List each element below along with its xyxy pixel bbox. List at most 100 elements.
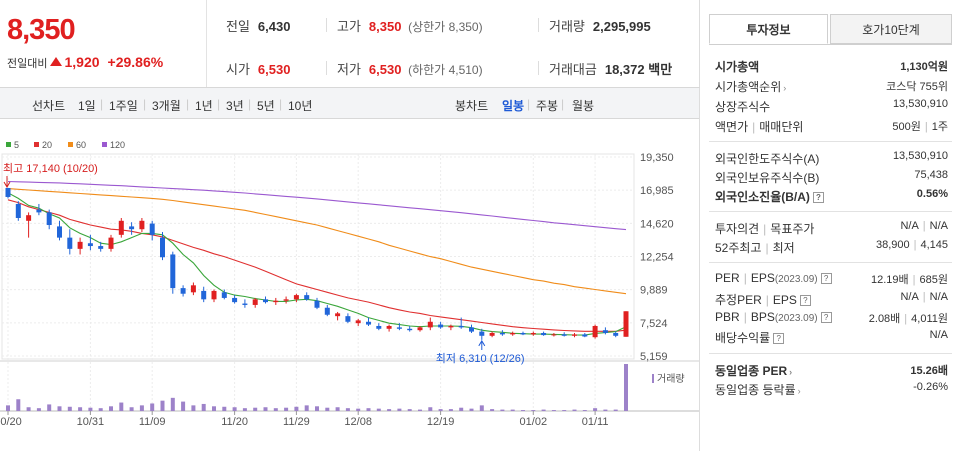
- y-tick-label: 14,620: [640, 218, 674, 230]
- quote-pane: 8,350 전일대비 1,920 +29.86% 전일 6,430 고가 8,350 (…: [0, 0, 700, 451]
- upper-limit-value: 8,350: [448, 20, 479, 34]
- help-icon[interactable]: ?: [820, 273, 832, 284]
- volume-bar: [613, 409, 618, 411]
- volume-bar: [448, 409, 453, 411]
- period-3m[interactable]: 3개월: [152, 99, 181, 113]
- candle-body: [263, 299, 268, 303]
- candles: [5, 187, 629, 340]
- dividend-row: 배당수익률? N/A: [715, 329, 948, 345]
- chart-annotations: 최고 17,140 (10/20) 최저 6,310 (12/26): [3, 162, 525, 365]
- chart-legend: 5 20 60 120: [6, 140, 125, 150]
- opinion-label: 투자의견 | 목표주가: [715, 220, 814, 237]
- upper-limit-label: 상한가: [412, 20, 446, 34]
- ma120-line: [7, 180, 627, 231]
- divider: [538, 61, 539, 75]
- sector-rate-label[interactable]: 동일업종 등락률 ›: [715, 381, 801, 398]
- volume-bar: [500, 409, 505, 411]
- volume-bar: [129, 407, 134, 411]
- volume-bar: [119, 402, 124, 411]
- est-per-label: 추정PER | EPS?: [715, 291, 811, 308]
- volume-bar: [387, 409, 392, 411]
- x-tick-label: 11/29: [283, 416, 310, 428]
- volume-bar: [304, 405, 309, 411]
- target-value: N/A: [929, 220, 948, 232]
- candle-body: [613, 332, 619, 336]
- candle-body: [46, 212, 52, 226]
- candle-body: [242, 303, 248, 305]
- volume-bar: [160, 400, 165, 411]
- volume-legend-swatch: [652, 374, 654, 383]
- amount-unit: 백만: [648, 62, 673, 77]
- period-1w[interactable]: 1주일: [109, 99, 138, 113]
- price-change: 전일대비 1,920 +29.86%: [7, 54, 163, 71]
- period-1d[interactable]: 1일: [78, 99, 96, 113]
- x-tick-label: 12/08: [344, 416, 372, 428]
- candle-body: [190, 285, 196, 293]
- candle-body: [201, 290, 207, 300]
- y-tick-label: 19,350: [640, 152, 674, 164]
- opinion-value: N/A | N/A: [900, 220, 948, 232]
- period-5y[interactable]: 5년: [257, 99, 275, 113]
- divider: |: [743, 271, 747, 285]
- volume-bar: [57, 406, 62, 411]
- per-label: PER: [715, 271, 740, 285]
- legend-swatch-ma5: [6, 142, 11, 147]
- volume-bar: [26, 407, 31, 411]
- period-10y[interactable]: 10년: [288, 99, 313, 113]
- divider: [0, 87, 700, 88]
- candle-body: [232, 297, 238, 303]
- sector-per-label[interactable]: 동일업종 PER ›: [715, 362, 792, 379]
- chevron-right-icon: ›: [797, 386, 801, 396]
- candle-body: [108, 237, 114, 249]
- eps-value: 685원: [919, 274, 948, 286]
- change-label: 전일대비: [7, 58, 48, 70]
- volume-bar: [479, 405, 484, 411]
- legend-label-ma20: 20: [42, 140, 52, 150]
- legend-label-ma5: 5: [14, 140, 19, 150]
- pbr-bps-value: 2.08배 | 4,011원: [869, 310, 948, 326]
- cap-rank-label[interactable]: 시가총액순위 ›: [715, 78, 786, 95]
- volume-bar: [551, 410, 556, 411]
- tab-investment-info[interactable]: 투자정보: [709, 14, 828, 44]
- volume: 거래량 2,295,995: [549, 16, 651, 35]
- stock-chart: 5 20 60 120 최고 17,140 (10/20) 최저 6,310 (12/2…: [0, 140, 699, 428]
- candle-daily[interactable]: 일봉: [502, 99, 525, 113]
- candle-body: [118, 220, 124, 235]
- opinion-row: 투자의견 | 목표주가 N/A | N/A: [715, 220, 948, 236]
- volume-bar: [418, 409, 422, 411]
- foreign-ratio-label-text: 외국인소진율(B/A): [715, 190, 810, 204]
- change-amount: 1,920: [64, 54, 100, 70]
- eps-label: EPS: [750, 271, 775, 285]
- candle-monthly[interactable]: 월봉: [572, 99, 595, 113]
- help-icon[interactable]: ?: [812, 192, 824, 203]
- candle-body: [592, 325, 598, 338]
- divider: [709, 141, 952, 142]
- period-bar: 선차트 1일 | 1주일 | 3개월 | 1년 | 3년 | 5년 | 10년 …: [0, 88, 699, 119]
- candle-body: [36, 209, 42, 213]
- x-tick-label: 12/19: [427, 416, 455, 428]
- volume-bar: [16, 399, 21, 411]
- legend-label-ma60: 60: [76, 140, 86, 150]
- volume-bar: [541, 409, 546, 411]
- divider: [709, 353, 952, 354]
- up-arrow-icon: [50, 57, 63, 66]
- low-arrow-head: [478, 339, 486, 347]
- candle-body: [438, 324, 444, 328]
- volume-bar: [212, 406, 216, 411]
- candle-body: [572, 334, 577, 336]
- pbr-bps-label: PBR | BPS(2023.09)?: [715, 310, 832, 324]
- volume-bar: [366, 408, 371, 411]
- volume-bar: [593, 408, 598, 411]
- help-icon[interactable]: ?: [799, 295, 811, 306]
- candle-body: [149, 223, 155, 235]
- period-3y[interactable]: 3년: [226, 99, 244, 113]
- candle-weekly[interactable]: 주봉: [536, 99, 559, 113]
- candle-body: [324, 307, 330, 315]
- help-icon[interactable]: ?: [820, 312, 832, 323]
- help-icon[interactable]: ?: [773, 333, 785, 344]
- tab-order-book[interactable]: 호가10단계: [830, 14, 952, 44]
- ma20-line: [7, 199, 627, 332]
- divider: |: [743, 310, 747, 324]
- period-1y[interactable]: 1년: [195, 99, 213, 113]
- volume-bar: [67, 406, 72, 411]
